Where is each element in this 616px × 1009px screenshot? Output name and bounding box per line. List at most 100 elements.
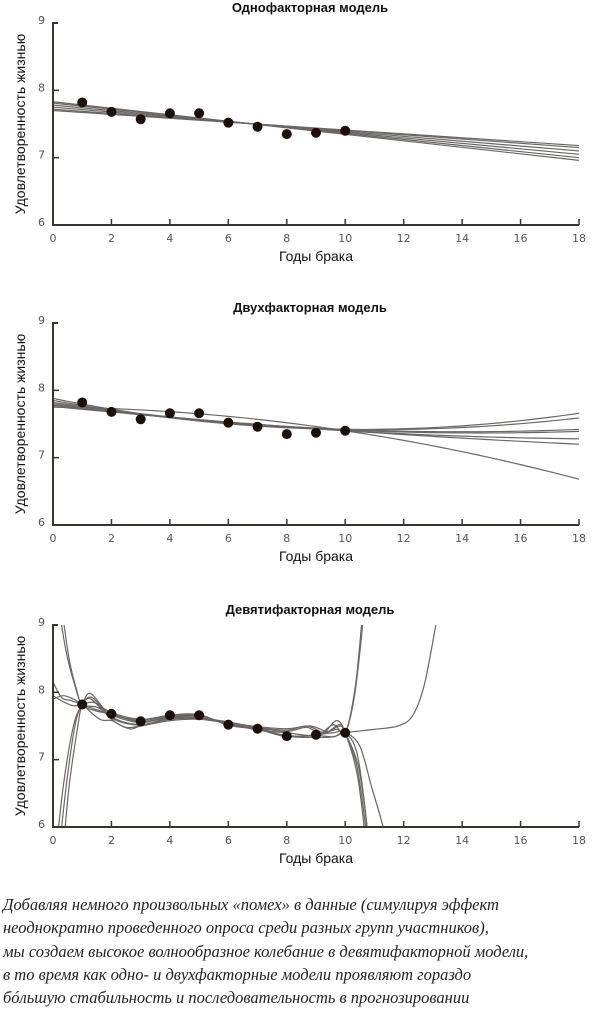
caption-line: бóльшую стабильность и последовательност…: [3, 988, 470, 1008]
x-tick-label: 8: [283, 232, 290, 245]
data-point: [164, 710, 175, 721]
x-tick-label: 14: [455, 834, 469, 847]
chart-2: Двухфакторная модель 0 2 4 6 8 10 12 14 16 18 6 7 8 9 Г…: [12, 300, 586, 564]
data-point: [340, 125, 351, 136]
data-point: [164, 108, 175, 119]
x-tick-label: 16: [514, 532, 528, 545]
figure-caption: Добавляя немного произвольных «помех» в …: [3, 893, 616, 1009]
data-point: [77, 97, 88, 108]
x-axis-label: Годы брака: [279, 548, 353, 564]
y-tick-label: 8: [38, 683, 45, 696]
x-tick-label: 0: [50, 834, 57, 847]
fit-curve: [53, 695, 368, 827]
data-point: [281, 129, 292, 140]
fit-curve: [53, 399, 580, 431]
x-tick-label: 2: [108, 834, 115, 847]
x-tick-label: 4: [166, 232, 173, 245]
data-point: [194, 108, 205, 119]
x-tick-label: 12: [397, 232, 411, 245]
data-point: [340, 425, 351, 436]
x-tick-label: 12: [397, 532, 411, 545]
chart-1: Однофакторная модель 0 2 4 6 8 10 12 14 16 18 6 7 8 9 Г…: [12, 0, 586, 264]
caption-line: в то время как одно- и двухфакторные мод…: [3, 964, 472, 984]
chart-3: Девятифакторная модель 0 2 4 6 8 10 12 14 16 18 6 7 8…: [12, 602, 586, 866]
x-tick-label: 14: [455, 232, 469, 245]
x-tick-label: 14: [455, 532, 469, 545]
y-axis-label: Удовлетворенность жизнью: [12, 34, 28, 214]
x-axis-label: Годы брака: [279, 248, 353, 264]
y-tick-label: 6: [38, 818, 45, 831]
caption-line: Добавляя немного произвольных «помех» в …: [3, 895, 499, 914]
x-tick-label: 18: [572, 834, 586, 847]
data-point: [281, 731, 292, 742]
y-axis-label: Удовлетворенность жизнью: [12, 334, 28, 514]
data-point: [223, 117, 234, 128]
caption-line: мы создаем высокое волнообразное колебан…: [3, 941, 529, 961]
axes: [52, 624, 579, 828]
x-tick-label: 8: [283, 834, 290, 847]
x-tick-label: 4: [166, 834, 173, 847]
x-tick-label: 16: [514, 232, 528, 245]
data-point: [77, 699, 88, 710]
data-point: [223, 417, 234, 428]
data-point: [340, 727, 351, 738]
y-tick-label: 7: [38, 751, 45, 764]
data-point: [135, 414, 146, 425]
chart-title: Девятифакторная модель: [226, 602, 395, 617]
y-tick-label: 9: [38, 14, 45, 27]
data-point: [281, 429, 292, 440]
data-point: [135, 716, 146, 727]
x-tick-label: 8: [283, 532, 290, 545]
x-tick-label: 18: [572, 532, 586, 545]
y-tick-label: 9: [38, 314, 45, 327]
fit-curve: [53, 406, 580, 480]
x-tick-label: 2: [108, 232, 115, 245]
data-point: [311, 729, 321, 740]
y-tick-label: 6: [38, 216, 45, 229]
y-tick-label: 7: [38, 449, 45, 462]
x-tick-label: 6: [225, 834, 232, 847]
y-tick-label: 7: [38, 149, 45, 162]
y-tick-label: 8: [38, 381, 45, 394]
data-point: [106, 708, 117, 719]
y-tick-label: 9: [38, 616, 45, 629]
x-tick-label: 16: [514, 834, 528, 847]
caption-line: неоднократно проведенного опроса среди р…: [3, 918, 489, 938]
data-point: [77, 397, 88, 408]
y-axis-label: Удовлетворенность жизнью: [12, 636, 28, 816]
x-tick-label: 10: [338, 232, 352, 245]
data-point: [135, 114, 146, 125]
chart-title: Двухфакторная модель: [233, 300, 387, 315]
data-point: [223, 719, 234, 730]
data-point: [194, 710, 205, 721]
data-point: [311, 127, 321, 138]
data-point: [252, 421, 263, 432]
data-point: [106, 106, 117, 117]
x-tick-label: 18: [572, 232, 586, 245]
fit-curve: [53, 401, 580, 433]
axes: [52, 322, 579, 526]
x-tick-label: 4: [166, 532, 173, 545]
x-axis-label: Годы брака: [279, 850, 353, 866]
data-point: [311, 427, 321, 438]
fit-curve: [53, 625, 437, 739]
data-point: [106, 406, 117, 417]
data-point: [164, 408, 175, 419]
x-tick-label: 6: [225, 532, 232, 545]
fit-lines: [53, 397, 580, 480]
y-tick-label: 8: [38, 81, 45, 94]
chart-title: Однофакторная модель: [232, 0, 388, 15]
axes: [52, 22, 579, 226]
data-point: [252, 723, 263, 734]
x-tick-label: 0: [50, 232, 57, 245]
fit-curve: [61, 696, 367, 827]
x-tick-label: 12: [397, 834, 411, 847]
x-tick-label: 6: [225, 232, 232, 245]
charts-figure: Однофакторная модель 0 2 4 6 8 10 12 14 16 18 6 7 8 9 Г…: [12, 0, 586, 866]
data-point: [252, 121, 263, 132]
y-tick-label: 6: [38, 516, 45, 529]
x-tick-label: 10: [338, 834, 352, 847]
x-tick-label: 2: [108, 532, 115, 545]
x-tick-label: 0: [50, 532, 57, 545]
x-tick-label: 10: [338, 532, 352, 545]
